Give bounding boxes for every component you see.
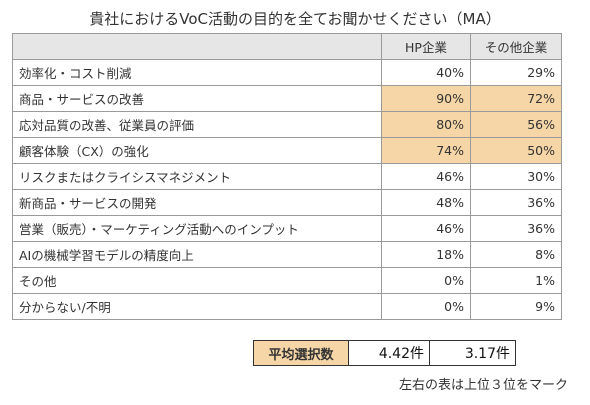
summary-hp-value: 4.42件 [348, 340, 430, 366]
other-value-cell: 56% [470, 111, 562, 138]
row-label: 顧客体験（CX）の強化 [12, 137, 382, 164]
summary-label: 平均選択数 [253, 340, 349, 366]
hp-value-cell: 40% [381, 59, 471, 86]
table-row: リスクまたはクライシスマネジメント 46% 30% [12, 163, 562, 190]
hp-value-cell: 80% [381, 111, 471, 138]
row-label: その他 [12, 267, 382, 294]
row-label: AIの機械学習モデルの精度向上 [12, 241, 382, 268]
row-label: 営業（販売）・マーケティング活動へのインプット [12, 215, 382, 242]
header-hp: HP企業 [381, 33, 471, 60]
table-row: その他 0% 1% [12, 267, 562, 294]
table-row: 分からない/不明 0% 9% [12, 293, 562, 320]
table-row: 営業（販売）・マーケティング活動へのインプット 46% 36% [12, 215, 562, 242]
row-label: 効率化・コスト削減 [12, 59, 382, 86]
summary-row: 平均選択数 4.42件 3.17件 [253, 340, 516, 366]
other-value-cell: 36% [470, 215, 562, 242]
footnote: 左右の表は上位３位をマーク [398, 378, 568, 393]
other-value-cell: 1% [470, 267, 562, 294]
row-label: 新商品・サービスの開発 [12, 189, 382, 216]
other-value-cell: 72% [470, 85, 562, 112]
hp-value-cell: 0% [381, 267, 471, 294]
table-row: 応対品質の改善、従業員の評価 80% 56% [12, 111, 562, 138]
hp-value-cell: 46% [381, 215, 471, 242]
table-row: 商品・サービスの改善 90% 72% [12, 85, 562, 112]
hp-value-cell: 0% [381, 293, 471, 320]
table-row: AIの機械学習モデルの精度向上 18% 8% [12, 241, 562, 268]
row-label: 商品・サービスの改善 [12, 85, 382, 112]
hp-value-cell: 18% [381, 241, 471, 268]
table-row: 効率化・コスト削減 40% 29% [12, 59, 562, 86]
row-label: 応対品質の改善、従業員の評価 [12, 111, 382, 138]
hp-value-cell: 74% [381, 137, 471, 164]
table-row: 新商品・サービスの開発 48% 36% [12, 189, 562, 216]
other-value-cell: 9% [470, 293, 562, 320]
hp-value-cell: 48% [381, 189, 471, 216]
other-value-cell: 8% [470, 241, 562, 268]
chart-title: 貴社におけるVoC活動の目的を全てお聞かせください（MA） [89, 10, 501, 28]
row-label: リスクまたはクライシスマネジメント [12, 163, 382, 190]
other-value-cell: 29% [470, 59, 562, 86]
summary-table: 平均選択数 4.42件 3.17件 [253, 340, 516, 366]
other-value-cell: 36% [470, 189, 562, 216]
summary-other-value: 3.17件 [429, 340, 516, 366]
table-body: 効率化・コスト削減 40% 29% 商品・サービスの改善 90% 72% 応対品質の改善、従… [12, 59, 562, 320]
results-table: HP企業 その他企業 効率化・コスト削減 40% 29% 商品・サービスの改善 90% 7… [12, 33, 562, 320]
other-value-cell: 50% [470, 137, 562, 164]
header-label-cell [12, 33, 382, 60]
header-row: HP企業 その他企業 [12, 33, 562, 60]
row-label: 分からない/不明 [12, 293, 382, 320]
hp-value-cell: 90% [381, 85, 471, 112]
hp-value-cell: 46% [381, 163, 471, 190]
other-value-cell: 30% [470, 163, 562, 190]
header-other: その他企業 [470, 33, 562, 60]
table-row: 顧客体験（CX）の強化 74% 50% [12, 137, 562, 164]
